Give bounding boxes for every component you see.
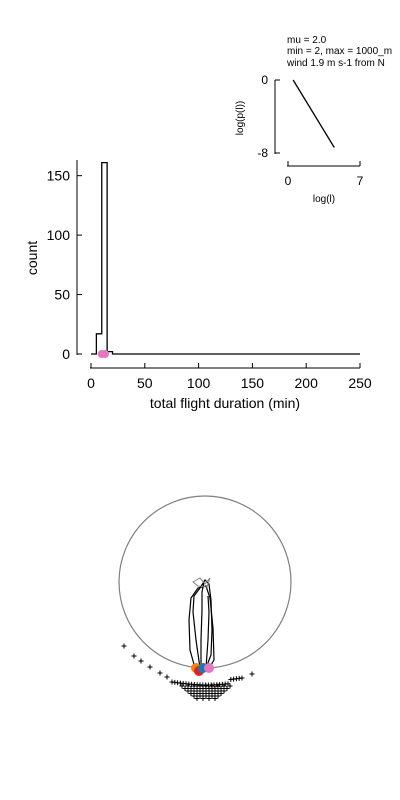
inset-ytick-label: 0	[261, 73, 268, 87]
landing-marker	[209, 683, 215, 689]
flight-tracks	[188, 577, 215, 671]
landing-marker	[191, 693, 197, 699]
landing-marker	[138, 658, 144, 664]
landing-marker	[200, 686, 206, 691]
landing-marker	[131, 653, 137, 659]
landing-marker	[224, 686, 230, 691]
landing-marker	[203, 693, 209, 699]
histogram-plot: count total flight duration (min) 0 50 100…	[24, 160, 372, 411]
landing-marker	[209, 693, 215, 699]
landing-marker	[200, 691, 206, 696]
hist-xtick-label: 50	[137, 375, 153, 391]
hist-xtick-label: 0	[87, 375, 95, 391]
inset-xtick-label: 7	[357, 174, 364, 188]
landing-marker	[147, 664, 153, 670]
landing-marker	[215, 693, 221, 699]
hist-yticks: 0 50 100 150	[47, 168, 82, 362]
arena-plot	[118, 495, 292, 701]
landing-marker	[157, 670, 163, 676]
landing-marker	[194, 696, 200, 701]
inset-xtick-label: 0	[285, 174, 292, 188]
landing-marker	[203, 688, 209, 694]
landing-marker	[212, 696, 218, 701]
landing-marker	[197, 688, 203, 694]
landing-marker	[249, 671, 255, 677]
flight-track-faded	[192, 577, 211, 588]
landing-marker	[164, 674, 170, 680]
hist-xlabel: total flight duration (min)	[150, 395, 300, 411]
hist-ytick-label: 150	[47, 168, 71, 184]
landing-markers	[121, 643, 255, 701]
landing-marker	[188, 691, 194, 696]
landing-marker	[239, 675, 245, 681]
flight-track	[188, 585, 215, 671]
inset-annotation-line-3: wind 1.9 m s-1 from N	[286, 58, 385, 69]
hist-ytick-label: 50	[54, 287, 70, 303]
hist-xtick-label: 200	[295, 375, 319, 391]
inset-xlabel: log(l)	[313, 194, 335, 205]
flight-track	[192, 579, 213, 669]
landing-marker	[200, 696, 206, 701]
inset-ytick-label: -8	[257, 146, 268, 160]
start-marker	[204, 663, 214, 673]
landing-marker	[179, 683, 185, 689]
landing-marker	[194, 691, 200, 696]
landing-marker	[218, 691, 224, 696]
landing-marker	[194, 686, 200, 691]
hist-xticks: 0 50 100 150 200 250	[87, 363, 372, 391]
landing-marker	[212, 686, 218, 691]
hist-ytick-label: 100	[47, 227, 71, 243]
arena-boundary-circle	[118, 495, 292, 669]
start-markers	[191, 663, 214, 676]
landing-marker	[218, 686, 224, 691]
landing-marker	[121, 643, 127, 649]
inset-annotation-line-2: min = 2, max = 1000_m	[287, 46, 392, 57]
hist-xtick-label: 150	[241, 375, 265, 391]
landing-marker	[206, 691, 212, 696]
landing-marker	[206, 696, 212, 701]
flight-track	[200, 581, 205, 668]
landing-marker	[212, 691, 218, 696]
landing-marker	[185, 683, 191, 689]
hist-ylabel: count	[24, 241, 40, 275]
landing-marker	[221, 688, 227, 694]
landing-marker	[206, 686, 212, 691]
landing-marker	[197, 693, 203, 699]
landing-marker	[209, 688, 215, 694]
landing-marker	[185, 688, 191, 694]
inset-power-law-line	[292, 79, 335, 148]
landing-marker	[191, 683, 197, 689]
hist-xtick-label: 100	[187, 375, 211, 391]
inset-ylabel: log(p(l))	[235, 101, 246, 135]
landing-marker	[227, 683, 233, 689]
flight-track	[205, 595, 210, 669]
landing-marker	[215, 683, 221, 689]
inset-plot: mu = 2.0 min = 2, max = 1000_m wind 1.9 …	[235, 35, 392, 205]
landing-marker	[197, 683, 203, 689]
hist-marker	[100, 350, 109, 358]
landing-marker	[188, 686, 194, 691]
hist-xtick-label: 250	[348, 375, 372, 391]
landing-marker	[203, 683, 209, 689]
hist-ytick-label: 0	[62, 346, 70, 362]
hist-markers	[97, 350, 109, 358]
landing-marker	[191, 688, 197, 694]
histogram-step-line	[91, 161, 360, 355]
landing-marker	[215, 688, 221, 694]
landing-marker	[182, 686, 188, 691]
inset-annotation-line-1: mu = 2.0	[287, 35, 327, 46]
landing-marker	[221, 683, 227, 689]
